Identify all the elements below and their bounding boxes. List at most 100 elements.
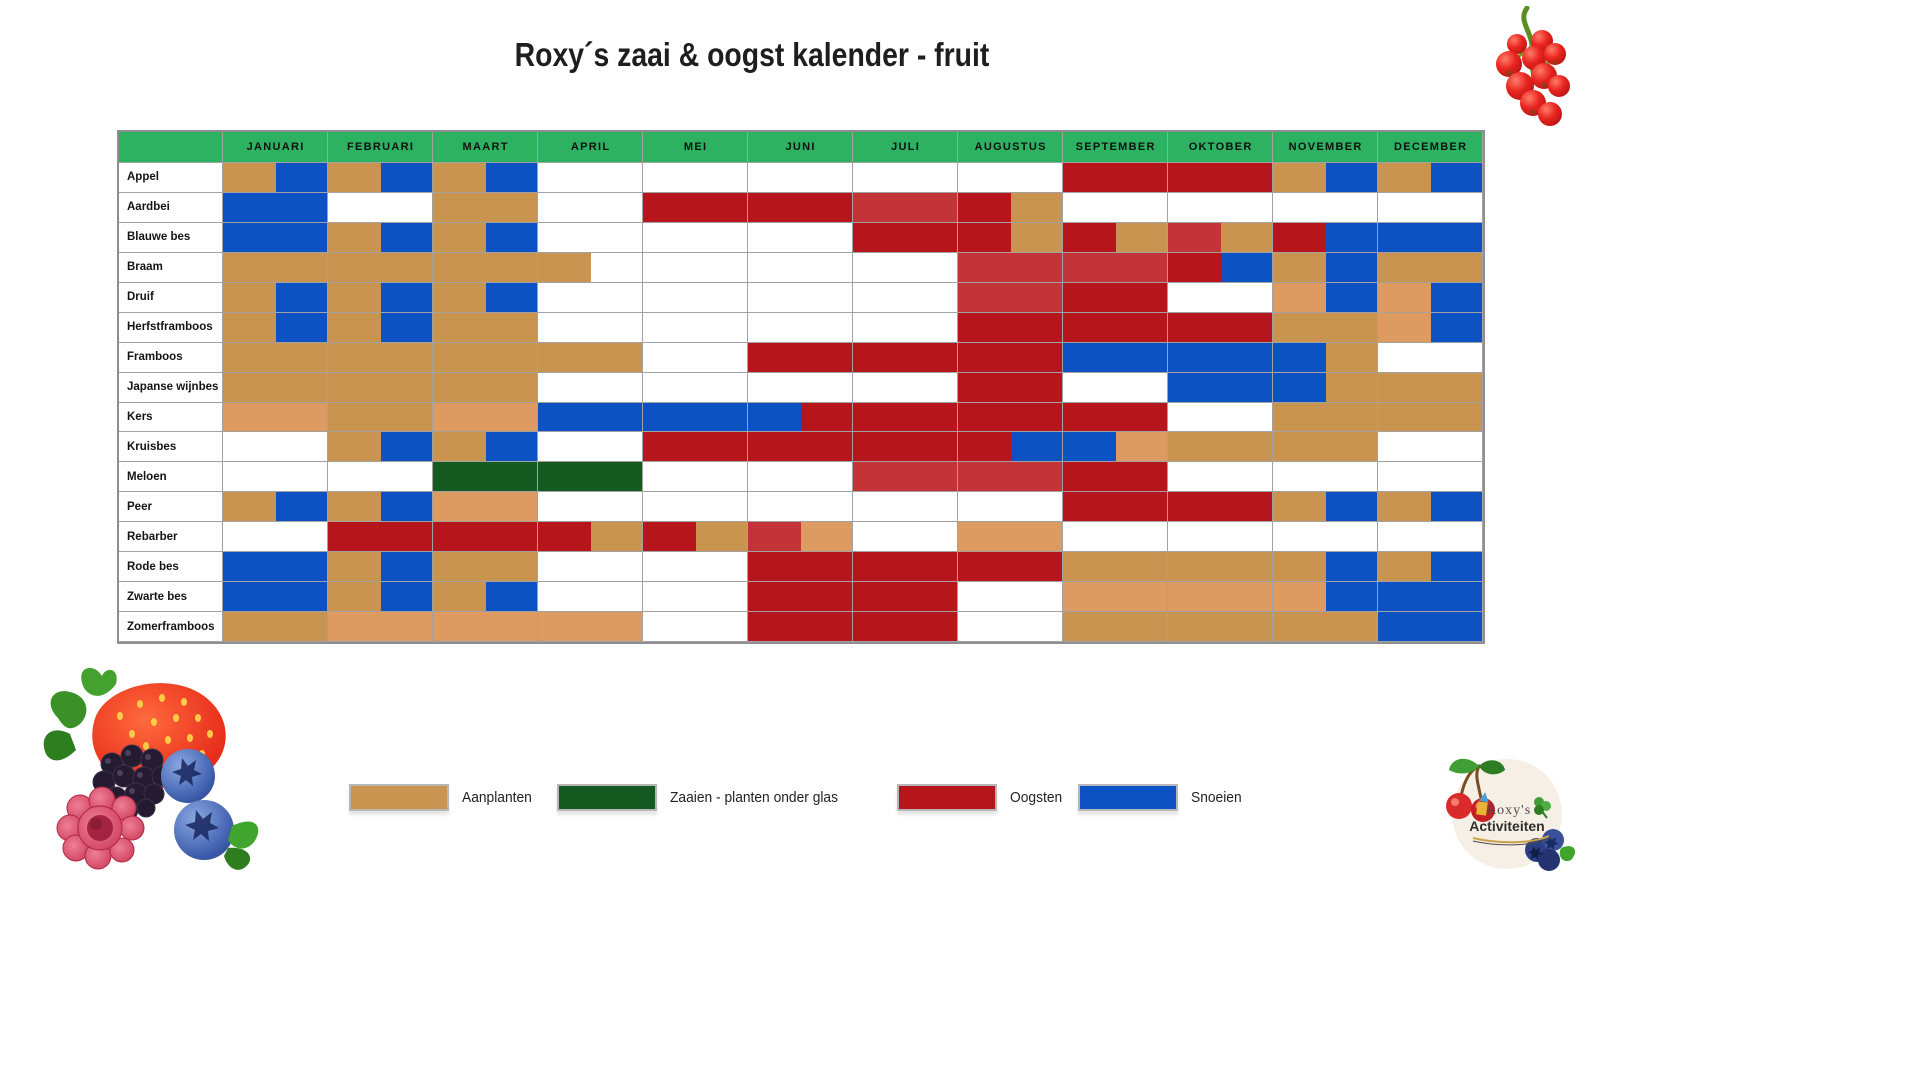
calendar-cell <box>748 372 801 403</box>
calendar-cell <box>853 192 906 223</box>
calendar-cell <box>643 252 696 283</box>
red-currants-image <box>1496 6 1570 126</box>
row-label: Braam <box>119 252 223 283</box>
calendar-cell <box>643 372 696 403</box>
calendar-cell <box>433 462 486 493</box>
calendar-cell <box>1010 582 1063 613</box>
calendar-cell <box>380 462 433 493</box>
calendar-cell <box>1273 312 1326 343</box>
page-title: Roxy´s zaai & oogst kalender - fruit <box>514 36 990 73</box>
legend-swatch-aanplanten <box>349 784 449 811</box>
month-header: FEBRUARI <box>328 132 433 163</box>
calendar-cell <box>853 582 906 613</box>
calendar-cell <box>905 282 958 313</box>
calendar-cell <box>1378 372 1431 403</box>
calendar-cell <box>695 582 748 613</box>
calendar-cell <box>1220 222 1273 253</box>
calendar-cell <box>380 372 433 403</box>
calendar-cell <box>1168 582 1221 613</box>
calendar-cell <box>1220 163 1273 193</box>
calendar-cell <box>958 462 1011 493</box>
calendar-cell <box>643 552 696 583</box>
calendar-cell <box>800 432 853 463</box>
calendar-cell <box>485 282 538 313</box>
calendar-cell <box>1010 492 1063 523</box>
calendar-cell <box>223 342 276 373</box>
calendar-cell <box>1220 342 1273 373</box>
table-row: Kers <box>119 402 1483 433</box>
calendar-cell <box>275 222 328 253</box>
calendar-cell <box>1220 462 1273 493</box>
calendar-cell <box>800 192 853 223</box>
calendar-cell <box>1430 432 1483 463</box>
calendar-cell <box>1430 252 1483 283</box>
calendar-cell <box>1378 552 1431 583</box>
calendar-cell <box>748 192 801 223</box>
calendar-cell <box>1168 372 1221 403</box>
calendar-cell <box>328 462 381 493</box>
calendar-cell <box>1220 582 1273 613</box>
calendar-cell <box>1430 522 1483 553</box>
calendar-cell <box>800 462 853 493</box>
calendar-cell <box>590 492 643 523</box>
calendar-cell <box>433 402 486 433</box>
calendar-cell <box>1115 252 1168 283</box>
calendar-cell <box>695 432 748 463</box>
calendar-cell <box>853 492 906 523</box>
table-row: Druif <box>119 282 1483 313</box>
calendar-cell <box>1168 192 1221 223</box>
calendar-cell <box>958 192 1011 223</box>
calendar-cell <box>800 582 853 613</box>
calendar-cell <box>1010 612 1063 642</box>
row-label: Japanse wijnbes <box>119 372 223 403</box>
calendar-cell <box>485 222 538 253</box>
calendar-cell <box>1010 252 1063 283</box>
calendar-cell <box>748 342 801 373</box>
row-label: Zomerframboos <box>119 612 223 642</box>
calendar-cell <box>1273 462 1326 493</box>
calendar-cell <box>695 163 748 193</box>
calendar-cell <box>275 462 328 493</box>
calendar-cell <box>1325 372 1378 403</box>
calendar-cell <box>328 252 381 283</box>
calendar-cell <box>1378 432 1431 463</box>
logo-pencil-icon <box>1476 792 1489 816</box>
calendar-cell <box>1168 312 1221 343</box>
calendar-cell <box>433 312 486 343</box>
calendar-cell <box>1273 222 1326 253</box>
calendar-cell <box>590 342 643 373</box>
calendar-cell <box>853 312 906 343</box>
calendar-cell <box>1010 372 1063 403</box>
calendar-cell <box>590 252 643 283</box>
calendar-cell <box>223 252 276 283</box>
calendar-cell <box>695 462 748 493</box>
calendar-cell <box>380 402 433 433</box>
calendar-cell <box>1220 552 1273 583</box>
calendar-cell <box>433 192 486 223</box>
calendar-cell <box>1430 282 1483 313</box>
table-row: Zwarte bes <box>119 582 1483 613</box>
calendar-cell <box>1168 163 1221 193</box>
calendar-cell <box>748 492 801 523</box>
calendar-cell <box>485 372 538 403</box>
calendar-cell <box>485 432 538 463</box>
legend-label: Zaaien - planten onder glas <box>670 789 839 806</box>
calendar-cell <box>433 492 486 523</box>
calendar-cell <box>958 432 1011 463</box>
calendar-cell <box>643 163 696 193</box>
calendar-cell <box>643 432 696 463</box>
calendar-cell <box>1168 222 1221 253</box>
month-header: JANUARI <box>223 132 328 163</box>
calendar-cell <box>1325 222 1378 253</box>
legend-item: Aanplanten <box>349 784 538 811</box>
calendar-cell <box>1220 192 1273 223</box>
calendar-cell <box>1115 522 1168 553</box>
calendar-cell <box>958 252 1011 283</box>
calendar-cell <box>1063 282 1116 313</box>
calendar-cell <box>433 552 486 583</box>
calendar-cell <box>433 163 486 193</box>
calendar-cell <box>1378 612 1431 642</box>
calendar-cell <box>958 612 1011 642</box>
legend-item: Oogsten <box>897 784 1067 811</box>
calendar-cell <box>223 282 276 313</box>
